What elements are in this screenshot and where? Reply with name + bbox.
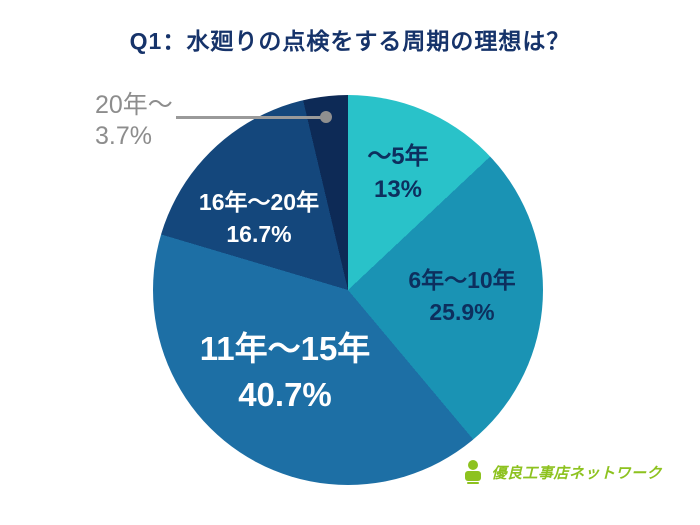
slice-label-11-15yr-name: 11年～15年	[199, 330, 371, 367]
brand-logo-icon	[465, 460, 482, 484]
slice-label-16-20yr-value: 16.7%	[226, 221, 292, 247]
slice-label-11-15yr-value: 40.7%	[238, 376, 332, 413]
callout-anchor-dot	[320, 111, 332, 123]
brand-logo-text: 優良工事店ネットワーク	[491, 464, 662, 482]
callout-label-20yr-value: 3.7%	[95, 122, 152, 150]
slice-label-5yr-value: 13%	[373, 176, 423, 203]
callout-leader-line	[176, 116, 324, 119]
pie-chart	[153, 95, 543, 485]
slice-label-6-10yr-value: 25.9%	[429, 299, 495, 325]
slice-label-16-20yr: 16年～20年 16.7%	[179, 186, 339, 250]
brand-logo: 優良工事店ネットワーク	[461, 459, 662, 485]
slice-label-5yr-name: ～5年	[367, 143, 429, 170]
slice-label-16-20yr-name: 16年～20年	[198, 189, 320, 215]
callout-label-20yr: 20年～ 3.7%	[95, 90, 255, 152]
chart-title: Q1：水廻りの点検をする周期の理想は？	[129, 28, 571, 54]
slice-label-5yr: ～5年 13%	[338, 140, 458, 206]
slice-label-11-15yr: 11年～15年 40.7%	[173, 326, 397, 418]
slice-label-6-10yr-name: 6年～10年	[408, 267, 516, 293]
slice-label-6-10yr: 6年～10年 25.9%	[392, 264, 532, 328]
callout-label-20yr-name: 20年～	[95, 91, 173, 119]
